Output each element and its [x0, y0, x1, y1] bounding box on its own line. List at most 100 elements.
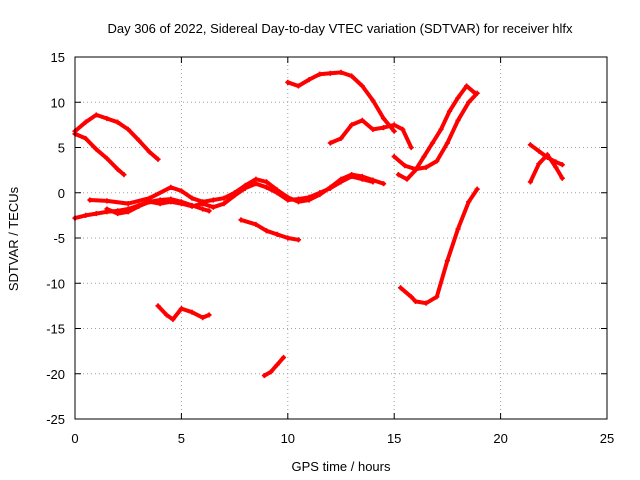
data-point	[474, 186, 480, 192]
data-point	[114, 210, 121, 217]
data-point	[359, 117, 365, 123]
data-point	[444, 258, 450, 264]
series-trace	[396, 84, 478, 182]
data-point	[136, 203, 142, 209]
data-point	[200, 199, 206, 205]
data-point	[114, 166, 121, 172]
series-trace	[239, 217, 301, 242]
data-point	[327, 70, 333, 76]
data-point	[317, 71, 323, 77]
data-point	[268, 369, 274, 375]
data-point	[274, 187, 280, 193]
data-point	[253, 221, 259, 228]
data-point	[168, 196, 174, 202]
series-arc-m	[397, 186, 480, 306]
x-tick-label: 5	[178, 431, 185, 446]
series-arc-d	[87, 172, 387, 207]
data-point	[93, 146, 99, 152]
data-point	[263, 179, 270, 185]
series-arc-f	[238, 217, 302, 243]
data-point	[380, 124, 387, 131]
data-point	[370, 97, 376, 104]
data-point	[178, 305, 184, 312]
data-point	[536, 161, 542, 167]
data-point	[163, 312, 170, 318]
data-point	[285, 79, 291, 85]
x-tick-label: 25	[600, 431, 614, 446]
data-point	[370, 126, 376, 132]
data-point	[408, 294, 414, 300]
data-point	[527, 179, 533, 185]
data-point	[114, 119, 121, 125]
data-point	[200, 315, 206, 321]
data-point	[210, 204, 216, 210]
data-point	[189, 195, 195, 201]
data-point	[178, 199, 184, 205]
data-point	[221, 195, 227, 201]
data-point	[206, 208, 212, 214]
y-tick-label: -15	[46, 322, 65, 337]
data-point	[121, 172, 127, 178]
data-point	[242, 182, 248, 189]
data-point	[104, 115, 110, 122]
y-tick-label: 15	[51, 50, 65, 65]
data-point	[338, 135, 344, 142]
series-trace	[392, 91, 480, 172]
data-point	[370, 177, 376, 183]
data-point	[155, 156, 161, 162]
x-tick-label: 0	[71, 431, 78, 446]
data-points	[72, 69, 565, 379]
data-point	[463, 83, 470, 89]
data-point	[189, 309, 195, 315]
data-point	[263, 184, 270, 190]
series-arc-i	[285, 69, 397, 134]
data-point	[125, 209, 131, 215]
data-point	[104, 206, 110, 212]
data-point	[338, 69, 344, 75]
data-point	[455, 117, 461, 123]
data-point	[397, 285, 404, 291]
data-point	[189, 202, 195, 209]
data-point	[87, 197, 93, 203]
data-point	[317, 191, 323, 198]
data-point	[402, 163, 408, 169]
data-point	[155, 303, 161, 309]
y-tick-label: -10	[46, 276, 65, 291]
data-point	[349, 122, 355, 128]
data-point	[146, 199, 153, 205]
y-tick-label: 5	[58, 141, 65, 156]
data-point	[221, 201, 227, 207]
data-point	[263, 228, 270, 234]
data-point	[104, 155, 110, 161]
data-point	[404, 176, 410, 182]
data-point	[338, 176, 344, 182]
series-trace	[73, 131, 126, 177]
data-point	[553, 164, 559, 171]
y-axis-label: SDTVAR / TECUs	[6, 186, 21, 291]
y-tick-label: 0	[58, 186, 65, 201]
data-point	[168, 184, 174, 190]
data-point	[136, 137, 142, 143]
y-tick-label: -25	[46, 412, 65, 427]
data-point	[83, 212, 89, 218]
data-point	[210, 197, 216, 203]
data-point	[536, 148, 542, 154]
ticks: 0 5 10 15 20 25 -25 -20 -15 -10 -5 0 5 10 15	[46, 50, 614, 446]
data-point	[306, 197, 312, 203]
data-point	[359, 83, 365, 89]
data-point	[253, 176, 259, 182]
series-arc-j	[327, 117, 414, 151]
data-point	[261, 372, 267, 379]
series-trace	[328, 118, 414, 150]
data-point	[380, 181, 387, 187]
data-point	[444, 140, 450, 146]
data-point	[423, 164, 429, 171]
data-point	[295, 237, 302, 243]
data-point	[429, 140, 436, 146]
data-point	[285, 194, 291, 200]
y-tick-label: 10	[51, 95, 65, 110]
data-point	[421, 153, 427, 160]
data-point	[400, 126, 406, 132]
series-trace	[262, 355, 286, 378]
